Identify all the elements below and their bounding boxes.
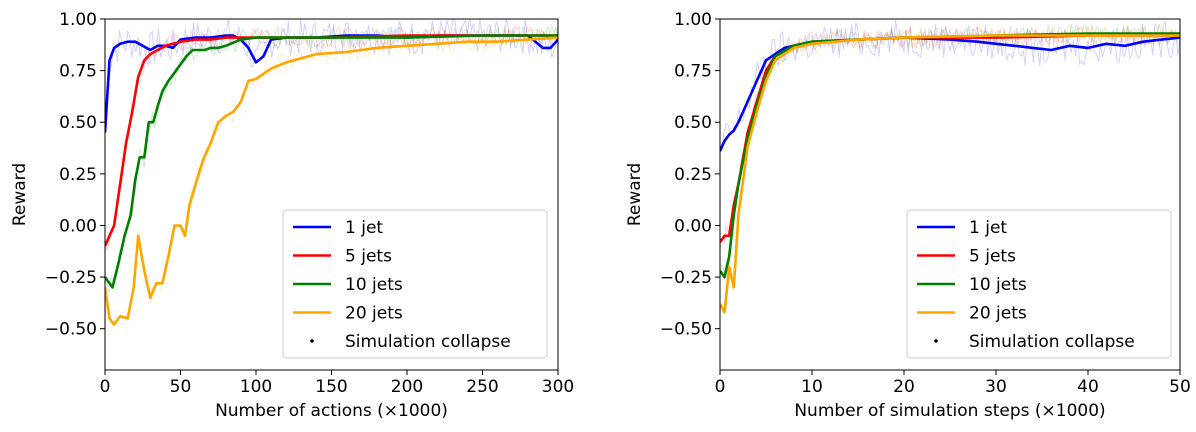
legend-label: 5 jets bbox=[969, 247, 1016, 267]
legend-label: 5 jets bbox=[345, 247, 392, 267]
legend-label: 20 jets bbox=[969, 304, 1027, 324]
left-panel: 0 50 100 150 200 250 300 −0.50 −0.25 0.00 0.25 0.50… bbox=[10, 10, 574, 421]
y-tick-label: 0.75 bbox=[59, 62, 97, 82]
series-line-20-jets bbox=[105, 36, 558, 326]
x-tick-label: 100 bbox=[240, 377, 272, 397]
legend: 1 jet 5 jets 10 jets 20 jets Simulation coll… bbox=[282, 209, 548, 359]
x-tick-label: 300 bbox=[542, 377, 574, 397]
x-tick-label: 50 bbox=[1169, 377, 1191, 397]
x-tick-label: 40 bbox=[1077, 377, 1099, 397]
legend-box bbox=[282, 209, 548, 359]
y-tick-label: 0.50 bbox=[674, 113, 712, 133]
legend-label: 1 jet bbox=[969, 218, 1007, 238]
y-tick-label: 0.50 bbox=[59, 113, 97, 133]
y-tick-label: 0.25 bbox=[674, 165, 712, 185]
y-axis-label: Reward bbox=[10, 163, 30, 226]
x-tick-label: 20 bbox=[893, 377, 915, 397]
legend-label: 1 jet bbox=[345, 218, 383, 238]
y-tick-label: −0.25 bbox=[45, 268, 97, 288]
x-tick-label: 250 bbox=[466, 377, 498, 397]
legend-label: 10 jets bbox=[345, 275, 403, 295]
series-noise bbox=[105, 19, 558, 133]
series-line-1-jet bbox=[105, 34, 558, 133]
y-tick-label: 1.00 bbox=[674, 10, 712, 30]
y-tick-label: 0.00 bbox=[59, 216, 97, 236]
x-tick-label: 0 bbox=[715, 377, 726, 397]
legend-marker-dot bbox=[934, 339, 938, 343]
x-tick-label: 10 bbox=[801, 377, 823, 397]
series-noise bbox=[105, 24, 558, 252]
y-tick-label: 0.00 bbox=[674, 216, 712, 236]
series-noise bbox=[720, 19, 1180, 150]
y-tick-label: 0.25 bbox=[59, 165, 97, 185]
y-tick-label: 1.00 bbox=[59, 10, 97, 30]
x-tick-label: 0 bbox=[100, 377, 111, 397]
x-tick-label: 200 bbox=[391, 377, 423, 397]
series-line-1-jet bbox=[720, 36, 1180, 152]
legend-box bbox=[906, 209, 1172, 359]
series-noise bbox=[720, 25, 1180, 250]
plot-area bbox=[105, 19, 558, 327]
legend-marker-dot bbox=[310, 339, 314, 343]
y-tick-label: −0.25 bbox=[660, 268, 712, 288]
series-line-20-jets bbox=[720, 34, 1180, 314]
y-tick-label: −0.50 bbox=[660, 320, 712, 340]
x-axis-label: Number of simulation steps (×1000) bbox=[794, 401, 1105, 421]
series-line-10-jets bbox=[105, 34, 558, 289]
x-tick-label: 30 bbox=[985, 377, 1007, 397]
legend-label: Simulation collapse bbox=[969, 332, 1135, 352]
legend-label: 10 jets bbox=[969, 275, 1027, 295]
y-tick-label: −0.50 bbox=[45, 320, 97, 340]
series-noise bbox=[105, 24, 558, 294]
y-axis-label: Reward bbox=[625, 163, 645, 226]
x-tick-label: 50 bbox=[170, 377, 192, 397]
y-tick-label: 0.75 bbox=[674, 62, 712, 82]
right-panel: 0 10 20 30 40 50 −0.50 −0.25 0.00 0.25 0.50 0.75 1.0… bbox=[625, 10, 1191, 421]
legend-label: 20 jets bbox=[345, 304, 403, 324]
axes-frame bbox=[719, 18, 1181, 371]
plot-area bbox=[720, 19, 1180, 314]
x-axis-label: Number of actions (×1000) bbox=[215, 401, 448, 421]
legend: 1 jet 5 jets 10 jets 20 jets Simulation coll… bbox=[906, 209, 1172, 359]
x-tick-label: 150 bbox=[315, 377, 347, 397]
legend-label: Simulation collapse bbox=[345, 332, 511, 352]
